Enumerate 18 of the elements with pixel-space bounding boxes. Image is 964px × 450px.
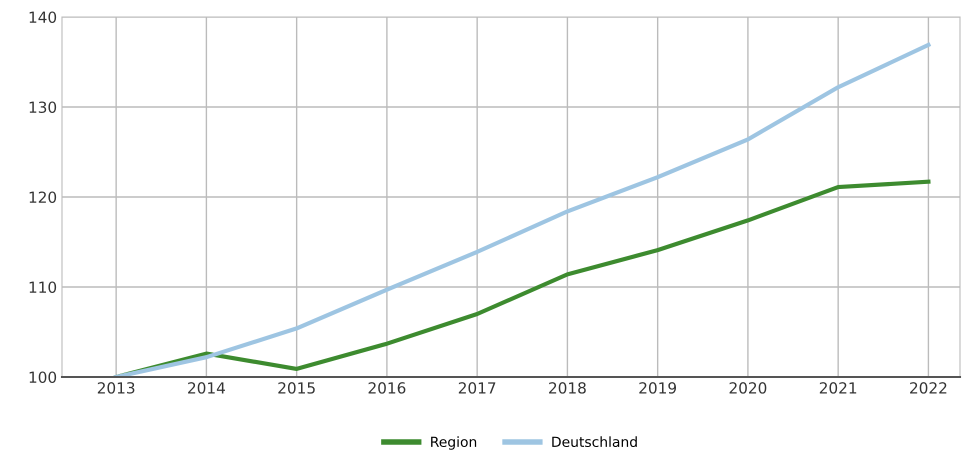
line-series xyxy=(114,42,930,377)
x-tick-label: 2013 xyxy=(98,382,134,394)
y-tick-label: 100 xyxy=(30,371,56,384)
x-tick-label: 2014 xyxy=(188,382,225,394)
x-tick-label: 2019 xyxy=(639,382,676,394)
y-tick-label: 120 xyxy=(30,191,56,204)
y-tick-label: 110 xyxy=(30,281,56,294)
legend-label: Region xyxy=(431,436,476,450)
x-tick-label: 2015 xyxy=(278,382,315,394)
x-tick-label: 2022 xyxy=(910,382,946,394)
x-tick-label: 2020 xyxy=(730,382,766,394)
legend-label: Deutschland xyxy=(552,436,637,448)
x-tick-label: 2017 xyxy=(458,382,496,394)
y-tick-label: 140 xyxy=(30,11,56,24)
x-tick-label: 2021 xyxy=(820,382,856,394)
x-tick-label: 2018 xyxy=(549,382,586,394)
y-tick-label: 130 xyxy=(30,101,56,114)
x-tick-label: 2016 xyxy=(368,382,406,394)
